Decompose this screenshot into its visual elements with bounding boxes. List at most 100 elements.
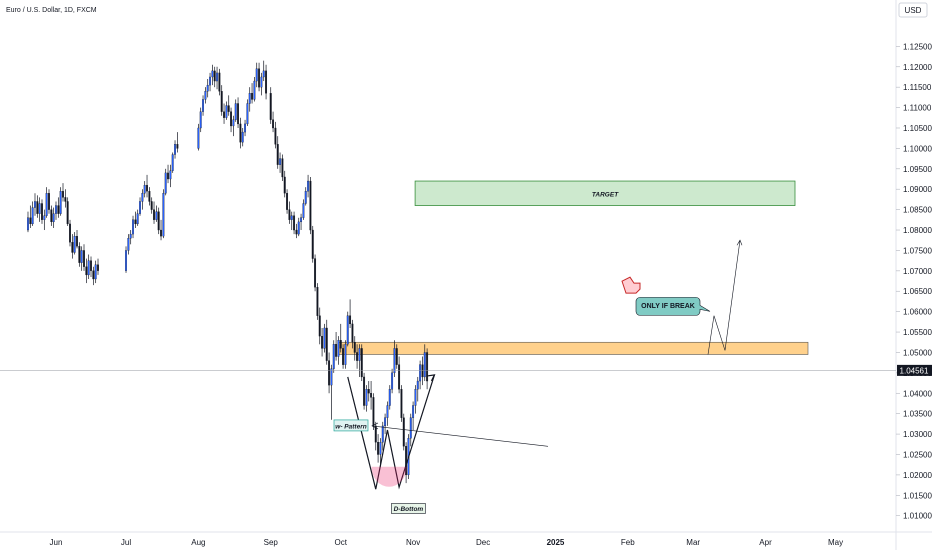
candle-body (290, 215, 293, 220)
candle-body (372, 397, 375, 427)
candle-body (339, 340, 342, 349)
candle-body (269, 93, 272, 120)
candle-body (157, 211, 160, 231)
price-axis[interactable]: 1.12500 1.12000 1.11500 1.11000 1.10500 1.100… (896, 42, 932, 521)
candle-body (342, 348, 345, 365)
candle-body (237, 103, 240, 125)
currency-badge[interactable]: USD (898, 2, 928, 18)
candle-body (274, 127, 277, 145)
candle-body (272, 119, 275, 129)
time-tick-label: Apr (759, 538, 772, 547)
candle-body (260, 76, 263, 88)
candle-body (59, 191, 62, 214)
price-tick-label: 1.07500 (903, 246, 932, 255)
candle-body (174, 144, 176, 155)
candle-body (388, 389, 391, 406)
candle-body (55, 205, 57, 214)
last-price-label: 1.04561 (900, 366, 929, 375)
time-tick-label: Jul (121, 538, 131, 547)
time-axis[interactable]: Jun Jul Aug Sep Oct Nov Dec 2025 Feb Mar Apr May (50, 538, 844, 547)
target-zone (414, 180, 796, 206)
candle-body (379, 442, 382, 455)
candle-body (90, 260, 92, 271)
candle-body (332, 344, 335, 369)
candle-body (202, 99, 204, 112)
price-tick-label: 1.10500 (903, 124, 932, 133)
candle-body (302, 203, 305, 218)
candle-body (211, 70, 214, 78)
candle-body (330, 368, 333, 386)
candle-body (288, 209, 291, 220)
candle-body (220, 91, 223, 112)
candle-body (94, 264, 97, 280)
candle-body (199, 111, 202, 129)
candle-body (395, 348, 398, 365)
candle-body (391, 372, 394, 390)
candle-body (29, 217, 32, 225)
candle-body (36, 201, 39, 214)
candle-body (295, 229, 298, 235)
candle-body (304, 191, 307, 204)
candle-body (150, 201, 153, 210)
price-tick-label: 1.03000 (903, 430, 932, 439)
candle-body (344, 344, 347, 365)
candle-body (281, 158, 284, 178)
candle-body (155, 211, 158, 220)
candle-body (80, 250, 83, 263)
candle-body (64, 197, 67, 202)
w-pattern-box (333, 419, 369, 432)
warning-hand-icon (621, 276, 641, 294)
candle-body (414, 389, 417, 406)
candle-body (204, 91, 207, 100)
drawings: D-Bottom w- Pattern ONLY IF BREAK (333, 239, 743, 514)
candle-body (143, 184, 146, 194)
d-bottom-box (391, 503, 426, 514)
price-tick-label: 1.02000 (903, 471, 932, 480)
d-bottom-arc (371, 466, 407, 487)
plot-area[interactable] (0, 0, 896, 532)
candle-body (358, 348, 361, 361)
candle-body (141, 193, 144, 202)
w-pattern-pointer (371, 425, 549, 447)
price-tick-label: 1.01500 (903, 491, 932, 500)
candle-body (234, 103, 237, 120)
candle-body (134, 219, 137, 225)
candle-body (365, 389, 368, 406)
candle-body (125, 250, 127, 271)
candle-body (225, 105, 228, 118)
price-tick-label: 1.11000 (903, 104, 932, 113)
price-tick-label: 1.07000 (903, 267, 932, 276)
time-tick-label: Aug (191, 538, 205, 547)
w-pattern-pointer-head (371, 422, 379, 430)
candle-body (356, 352, 359, 361)
candle-body (314, 258, 317, 288)
candle-body (48, 193, 50, 210)
price-tick-label: 1.08500 (903, 206, 932, 215)
candle-body (62, 191, 64, 198)
candle-body (92, 270, 95, 280)
candle-body (176, 144, 179, 149)
candle-body (386, 405, 389, 418)
candle-body (85, 266, 88, 276)
candle-body (400, 389, 403, 418)
candle-body (346, 315, 349, 345)
candle-body (248, 93, 251, 104)
candle-body (27, 217, 29, 231)
last-price-badge: 1.04561 (897, 364, 932, 376)
price-tick-label: 1.06500 (903, 287, 932, 296)
candle-body (218, 72, 221, 92)
candle-body (412, 405, 415, 418)
candle-body (34, 201, 36, 208)
candle-body (78, 246, 81, 263)
candle-body (87, 260, 90, 276)
candle-body (311, 229, 314, 259)
candle-body (241, 131, 244, 143)
price-tick-label: 1.11500 (903, 83, 932, 92)
candle-body (162, 193, 165, 237)
candle-body (328, 360, 331, 386)
break-callout-label: ONLY IF BREAK (641, 303, 695, 310)
time-tick-label: 2025 (547, 538, 565, 547)
candle-body (97, 264, 99, 271)
candle-body (381, 425, 384, 443)
candle-body (398, 364, 401, 390)
